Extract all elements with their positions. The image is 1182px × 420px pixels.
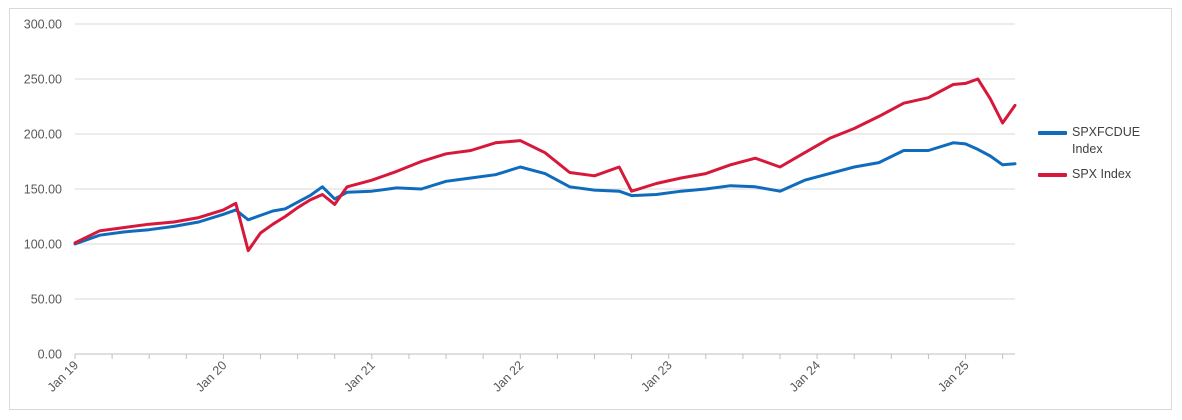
legend-swatch-spx bbox=[1038, 173, 1067, 177]
y-tick-label-2: 100.00 bbox=[24, 238, 62, 252]
legend-item-spx: SPX Index bbox=[1038, 166, 1168, 183]
x-tick-label-3: Jan 22 bbox=[490, 358, 526, 394]
series-line-0 bbox=[73, 141, 1017, 246]
x-tick-label-1: Jan 20 bbox=[193, 358, 229, 394]
legend-item-spxfcdue: SPXFCDUE Index bbox=[1038, 124, 1168, 158]
chart-frame bbox=[9, 8, 1172, 410]
y-tick-label-0: 0.00 bbox=[38, 348, 62, 362]
x-tick-label-2: Jan 21 bbox=[342, 358, 378, 394]
y-tick-label-6: 300.00 bbox=[24, 18, 62, 32]
x-tick-label-5: Jan 24 bbox=[787, 358, 823, 394]
legend-swatch-spxfcdue bbox=[1038, 131, 1067, 135]
x-tick-label-6: Jan 25 bbox=[935, 358, 971, 394]
y-axis: 0.00 50.00 100.00 150.00 200.00 250.00 300.00 bbox=[24, 18, 62, 362]
x-tick-label-0: Jan 19 bbox=[45, 358, 81, 394]
series-lines bbox=[73, 77, 1017, 253]
y-tick-label-3: 150.00 bbox=[24, 183, 62, 197]
y-tick-label-1: 50.00 bbox=[31, 293, 62, 307]
legend-label-spxfcdue: SPXFCDUE Index bbox=[1072, 125, 1141, 156]
y-tick-label-5: 250.00 bbox=[24, 73, 62, 87]
y-tick-label-4: 200.00 bbox=[24, 128, 62, 142]
legend-label-spx: SPX Index bbox=[1072, 167, 1132, 181]
x-tick-label-4: Jan 23 bbox=[638, 358, 674, 394]
legend: SPXFCDUE Index SPX Index bbox=[1038, 124, 1168, 191]
series-line-1 bbox=[73, 77, 1017, 253]
x-axis: Jan 19 Jan 20 Jan 21 Jan 22 Jan 23 Jan 24 Jan … bbox=[45, 353, 1015, 395]
gridlines bbox=[75, 23, 1015, 300]
